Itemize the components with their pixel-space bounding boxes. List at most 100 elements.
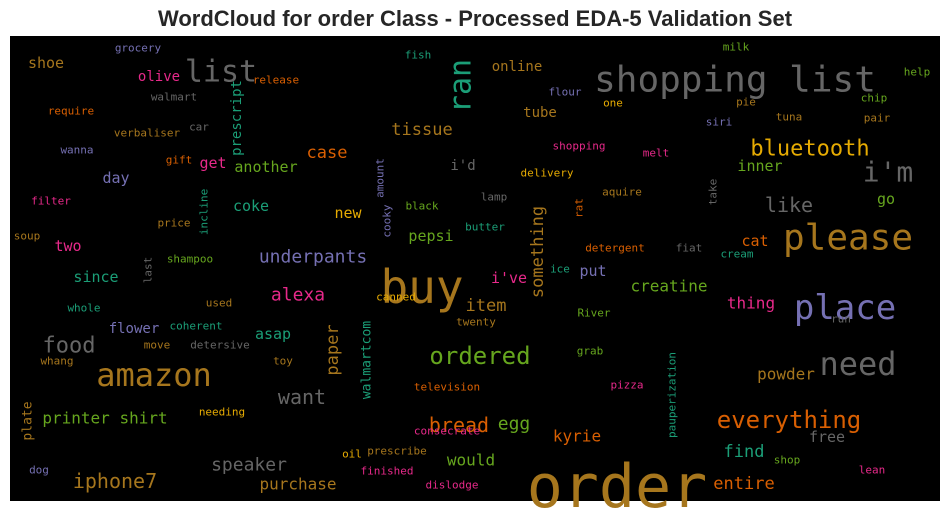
word-bluetooth: bluetooth [750,137,869,162]
word-thing: thing [727,294,775,313]
word-order: order [527,452,708,511]
word-canned: canned [376,291,416,304]
word-grab: grab [577,345,604,358]
word-printer-shirt: printer shirt [42,409,167,428]
word-used: used [206,297,233,310]
word-detergent: detergent [585,242,645,255]
word-dog: dog [29,464,49,477]
word-day: day [102,169,129,187]
word-bread: bread [429,413,489,437]
word-powder: powder [757,365,815,384]
word-free: free [809,428,845,446]
word-purchase: purchase [259,475,336,494]
word-pizza: pizza [610,379,643,392]
word-tissue: tissue [391,120,452,140]
word-consecrate: consecrate [414,425,480,438]
word-paper: paper [323,324,343,375]
word-wanna: wanna [60,144,93,157]
word-toy: toy [273,355,293,368]
word-ice: ice [550,263,570,276]
word-pepsi: pepsi [408,227,453,245]
word-lean: lean [859,464,886,477]
word-another: another [234,158,297,176]
word-milk: milk [723,41,750,54]
word-get: get [199,154,226,172]
word-needing: needing [199,406,245,419]
word-entire: entire [713,474,774,494]
word-alexa: alexa [271,285,325,306]
word-food: food [43,334,96,359]
word-egg: egg [498,414,531,435]
word-river: River [577,307,610,320]
word-shoe: shoe [28,54,64,72]
word-fish: fish [405,49,432,62]
word-i-ve: i've [491,269,527,287]
word-new: new [334,204,362,222]
words-layer: order buy shopping list please place amazon ne… [14,41,931,511]
word-oil: oil [342,448,362,461]
word-online: online [492,59,543,75]
word-need: need [819,345,896,383]
word-soup: soup [14,230,41,243]
word-coke: coke [233,197,269,215]
word-price: price [157,217,190,230]
word-finished: finished [361,465,414,478]
word-i-m: i'm [863,156,914,189]
word-would: would [447,451,495,470]
word-whang: whang [40,355,73,368]
word-gift: gift [166,154,193,167]
word-rat: rat [573,198,586,218]
word-prescript: prescript [229,80,245,156]
word-place: place [794,288,896,328]
word-run: run [831,313,851,326]
word-i-d: i'd [450,158,475,174]
word-go: go [877,190,895,208]
word-tuna: tuna [776,111,803,124]
word-lamp: lamp [481,191,508,204]
word-require: require [48,105,94,118]
word-iphone7: iphone7 [73,469,157,493]
word-verbaliser: verbaliser [114,127,181,140]
word-chip: chip [861,92,888,105]
word-television: television [414,381,480,394]
word-creatine: creatine [630,277,707,296]
word-fiat: fiat [676,242,703,255]
chart-title: WordCloud for order Class - Processed ED… [157,6,793,31]
word-asap: asap [255,325,291,343]
word-twenty: twenty [456,316,496,329]
word-help: help [904,66,931,79]
word-plate: plate [21,401,36,440]
word-cat: cat [741,232,768,250]
word-shopping-list: shopping list [594,60,876,101]
word-pie: pie [736,96,756,109]
word-want: want [278,385,326,409]
word-ordered: ordered [429,342,530,370]
word-take: take [707,179,720,206]
word-amount: amount [374,158,387,198]
word-prescribe: prescribe [367,445,427,458]
word-underpants: underpants [259,247,367,268]
word-pauperization: pauperization [666,352,679,438]
word-release: release [253,74,299,87]
word-walmart: walmart [151,91,197,104]
word-like: like [765,193,813,217]
wordcloud-background [10,36,940,501]
word-melt: melt [643,147,670,160]
word-car: car [189,121,209,134]
word-kyrie: kyrie [553,427,601,446]
word-flour: flour [548,86,581,99]
word-find: find [724,442,765,462]
word-since: since [73,268,118,286]
word-case: case [307,143,348,163]
word-item: item [466,296,507,316]
word-whole: whole [67,302,100,315]
word-tube: tube [523,105,557,121]
word-inner: inner [737,157,782,175]
word-delivery: delivery [521,167,574,180]
word-list: list [185,55,257,90]
word-put: put [579,262,606,280]
word-ran: ran [444,59,479,113]
word-siri: siri [706,116,733,129]
word-flower: flower [109,321,160,337]
